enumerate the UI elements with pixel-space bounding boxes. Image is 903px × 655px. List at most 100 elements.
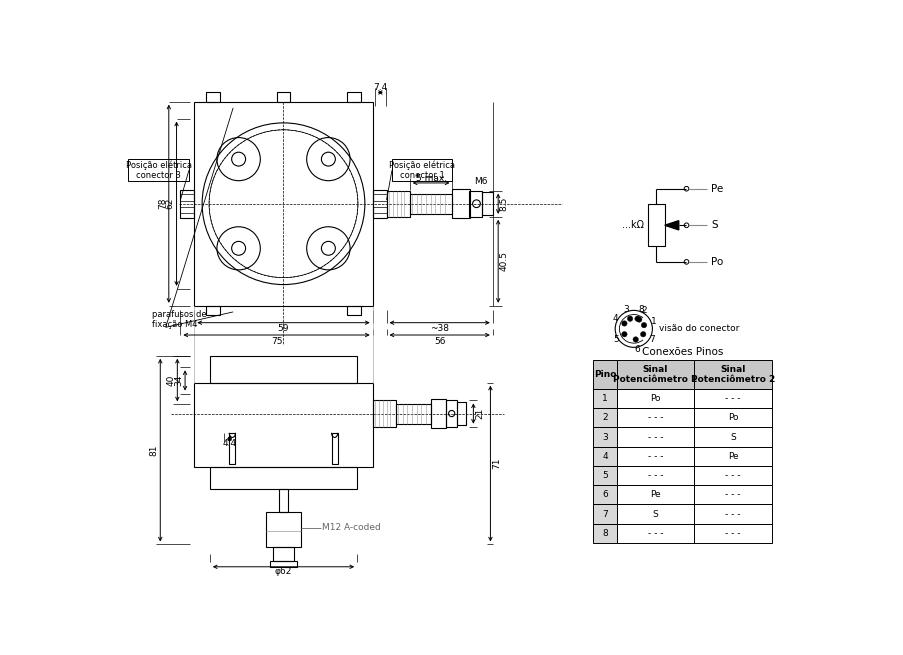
Bar [694, 523, 771, 543]
Text: 21: 21 [475, 408, 483, 419]
Bar [128, 159, 189, 181]
Circle shape [640, 322, 646, 328]
Text: 62: 62 [165, 198, 174, 210]
Text: - - -: - - - [647, 471, 663, 480]
Text: Pe: Pe [711, 183, 722, 194]
Circle shape [627, 316, 632, 322]
Bar [694, 485, 771, 504]
Text: - - -: - - - [724, 529, 740, 538]
Text: M12 A-coded: M12 A-coded [321, 523, 380, 532]
Bar [194, 383, 372, 468]
Bar [452, 189, 469, 218]
Bar [593, 408, 616, 428]
Text: - - -: - - - [724, 471, 740, 480]
Bar [616, 523, 694, 543]
Bar [209, 468, 357, 489]
Bar [430, 399, 446, 428]
Bar [694, 428, 771, 447]
Bar [593, 428, 616, 447]
Text: Pe: Pe [727, 452, 738, 460]
Text: 3: 3 [601, 432, 608, 441]
Bar [386, 191, 409, 217]
Bar [206, 306, 219, 315]
Text: 81: 81 [149, 444, 158, 456]
Bar [372, 190, 386, 217]
Text: M6: M6 [474, 177, 488, 186]
Text: 71: 71 [491, 458, 500, 470]
Bar [593, 504, 616, 523]
Bar [694, 408, 771, 428]
Text: Sinal
Potenciômetro 2: Sinal Potenciômetro 2 [690, 365, 774, 384]
Text: 5: 5 [601, 471, 608, 480]
Text: 34: 34 [174, 375, 183, 386]
Text: 1: 1 [601, 394, 608, 403]
Bar [694, 466, 771, 485]
Bar [409, 194, 452, 214]
Text: - - -: - - - [647, 432, 663, 441]
Bar [593, 447, 616, 466]
Bar [593, 360, 616, 389]
Circle shape [632, 337, 638, 342]
Text: 8: 8 [638, 305, 643, 314]
Bar [194, 102, 372, 306]
Bar [209, 356, 357, 383]
Bar [273, 547, 294, 561]
Bar [469, 191, 481, 217]
Text: 56: 56 [433, 337, 445, 346]
Text: 5 max.: 5 max. [415, 174, 446, 183]
Text: 7: 7 [601, 510, 608, 519]
Bar [616, 360, 694, 389]
Text: S: S [730, 432, 735, 441]
Text: ~38: ~38 [430, 324, 449, 333]
Text: 59: 59 [277, 324, 289, 333]
Text: Po: Po [727, 413, 738, 422]
Bar [694, 447, 771, 466]
Bar [616, 428, 694, 447]
Text: 2: 2 [641, 307, 647, 315]
Text: 4: 4 [612, 314, 618, 323]
Text: Conexões Pinos: Conexões Pinos [641, 347, 722, 357]
Circle shape [636, 317, 641, 322]
Text: 4: 4 [601, 452, 607, 460]
Text: 8.5: 8.5 [499, 196, 508, 211]
Bar [181, 190, 194, 217]
Text: S: S [652, 510, 657, 519]
Bar [446, 400, 457, 426]
Text: parafusos de
fixação M4: parafusos de fixação M4 [152, 310, 206, 329]
Bar [616, 504, 694, 523]
Text: 4.4: 4.4 [222, 439, 237, 448]
Bar [694, 504, 771, 523]
Bar [372, 400, 396, 426]
Text: 7: 7 [648, 335, 654, 344]
Bar [331, 433, 338, 464]
Bar [278, 489, 288, 512]
Text: Pe: Pe [649, 491, 660, 499]
Text: - - -: - - - [724, 491, 740, 499]
Bar [593, 466, 616, 485]
Text: Pino: Pino [593, 370, 616, 379]
Bar [276, 92, 290, 102]
Bar [481, 192, 492, 215]
Circle shape [621, 321, 627, 326]
Text: Po: Po [711, 257, 722, 267]
Bar [347, 306, 360, 315]
Text: ...kΩ: ...kΩ [621, 220, 643, 231]
Text: - - -: - - - [724, 510, 740, 519]
Bar [457, 402, 466, 425]
Text: 7.4: 7.4 [373, 83, 387, 92]
Text: - - -: - - - [647, 452, 663, 460]
Text: φ62: φ62 [275, 567, 292, 576]
Bar [616, 389, 694, 408]
Circle shape [639, 331, 646, 337]
Text: visão do conector: visão do conector [658, 324, 738, 333]
Bar [694, 360, 771, 389]
Bar [616, 408, 694, 428]
Text: 6: 6 [601, 491, 608, 499]
Bar [616, 485, 694, 504]
Bar [347, 92, 360, 102]
Bar [396, 403, 430, 424]
Bar [593, 523, 616, 543]
Bar [647, 204, 664, 246]
Bar [616, 466, 694, 485]
Bar [229, 433, 235, 464]
